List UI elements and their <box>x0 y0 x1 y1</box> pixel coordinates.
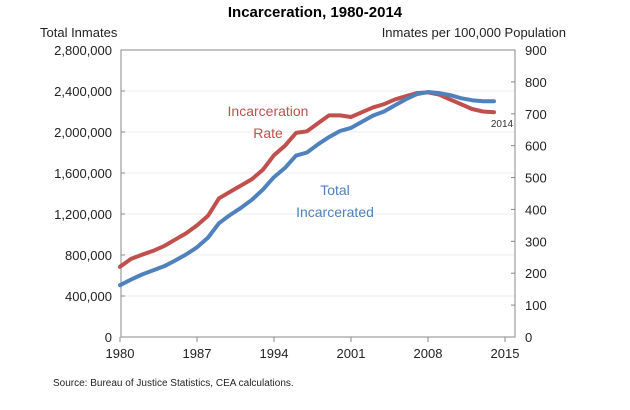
right-tick-label: 0 <box>525 330 532 345</box>
x-tick-label: 1980 <box>106 346 135 361</box>
left-axis-label: Total Inmates <box>40 25 118 40</box>
right-tick-label: 800 <box>525 75 547 90</box>
x-tick-label: 2001 <box>337 346 366 361</box>
end-year-label: 2014 <box>491 119 514 130</box>
series-lines <box>118 90 496 288</box>
x-tick-label: 2015 <box>491 346 520 361</box>
right-tick-label: 300 <box>525 234 547 249</box>
left-tick-label: 2,800,000 <box>54 43 112 58</box>
source-note: Source: Bureau of Justice Statistics, CE… <box>53 378 294 389</box>
left-tick-label: 400,000 <box>65 289 112 304</box>
right-tick-label: 600 <box>525 139 547 154</box>
left-tick-label: 1,200,000 <box>54 207 112 222</box>
plot-frame <box>120 49 516 338</box>
axis-ticks: 0 400,000 800,000 1,200,000 1,600,000 2,000,0… <box>54 43 547 361</box>
x-tick-label: 2008 <box>414 346 443 361</box>
right-tick-label: 900 <box>525 43 547 58</box>
left-tick-label: 2,000,000 <box>54 125 112 140</box>
right-tick-label: 500 <box>525 171 547 186</box>
right-tick-label: 200 <box>525 266 547 281</box>
left-tick-label: 1,600,000 <box>54 166 112 181</box>
right-tick-label: 700 <box>525 107 547 122</box>
rate-series-label-line1: Incarceration <box>228 103 309 119</box>
total-series-label-line2: Incarcerated <box>296 204 374 220</box>
x-tick-label: 1987 <box>183 346 212 361</box>
right-tick-label: 400 <box>525 202 547 217</box>
chart-title: Incarceration, 1980-2014 <box>228 4 403 21</box>
left-tick-label: 800,000 <box>65 248 112 263</box>
left-tick-label: 2,400,000 <box>54 84 112 99</box>
x-tick-label: 1994 <box>260 346 289 361</box>
right-axis-label: Inmates per 100,000 Population <box>382 25 566 40</box>
total-series-label-line1: Total <box>320 182 350 198</box>
right-tick-label: 100 <box>525 298 547 313</box>
rate-series-label-line2: Rate <box>253 125 283 141</box>
total-incarcerated-line <box>118 90 496 288</box>
left-tick-label: 0 <box>105 330 112 345</box>
